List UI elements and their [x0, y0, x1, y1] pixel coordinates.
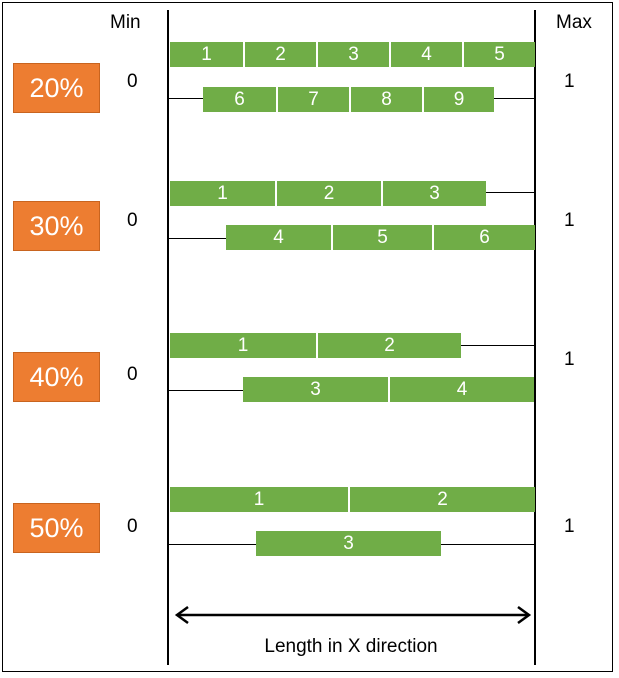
min-value-label: 0: [127, 71, 138, 92]
max-boundary-line: [534, 10, 536, 665]
lead-line-left: [168, 390, 243, 392]
segment: 3: [381, 181, 486, 206]
segment: 9: [422, 87, 494, 112]
percent-badge-30: 30%: [13, 201, 100, 251]
segment: 2: [316, 333, 461, 358]
segment: 4: [388, 377, 534, 402]
segment: 1: [170, 333, 316, 358]
max-header: Max: [556, 12, 592, 33]
segment: 1: [170, 181, 275, 206]
min-value-label: 0: [127, 516, 138, 537]
segment: 3: [256, 531, 441, 556]
segment: 2: [348, 487, 535, 512]
percent-badge-50: 50%: [13, 503, 100, 553]
max-value-label: 1: [564, 516, 575, 537]
min-boundary-line: [167, 10, 169, 665]
min-value-label: 0: [127, 364, 138, 385]
outer-border: [2, 2, 613, 672]
max-value-label: 1: [564, 210, 575, 231]
min-header: Min: [110, 12, 141, 33]
segment: 8: [349, 87, 422, 112]
segment: 6: [203, 87, 276, 112]
segment: 5: [331, 225, 432, 250]
lead-line-left: [168, 544, 256, 546]
max-value-label: 1: [564, 349, 575, 370]
segment: 7: [276, 87, 349, 112]
segment: 3: [316, 42, 389, 67]
lead-line-right: [441, 544, 534, 546]
segment: 4: [389, 42, 462, 67]
lead-line-right: [461, 345, 534, 347]
max-value-label: 1: [564, 71, 575, 92]
segment: 4: [226, 225, 331, 250]
segment: 1: [170, 42, 243, 67]
lead-line-left: [168, 98, 203, 100]
percent-badge-40: 40%: [13, 352, 100, 402]
segment: 1: [170, 487, 348, 512]
lead-line-left: [168, 238, 226, 240]
lead-line-right: [486, 192, 534, 194]
segment: 6: [432, 225, 535, 250]
segment: 3: [243, 377, 388, 402]
double-arrow-icon: [174, 605, 532, 625]
min-value-label: 0: [127, 210, 138, 231]
segment: 2: [243, 42, 316, 67]
percent-badge-20: 20%: [13, 63, 100, 113]
lead-line-right: [494, 98, 534, 100]
axis-caption: Length in X direction: [264, 636, 438, 657]
segment: 5: [462, 42, 535, 67]
segment: 2: [275, 181, 381, 206]
